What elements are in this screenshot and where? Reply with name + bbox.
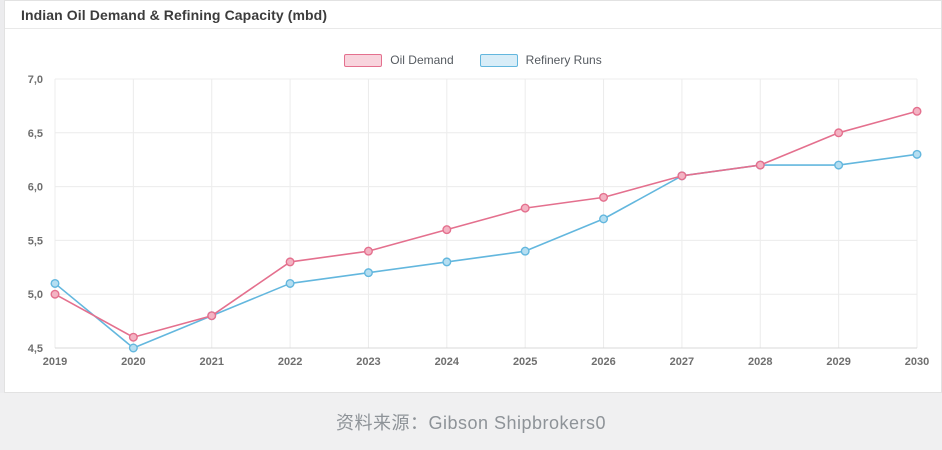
line-chart-svg: 4,5 5,0 5,5 6,0 6,5 7,0 2019 2020 2021 2022 2023 20… [28, 74, 930, 368]
data-point-marker [363, 268, 373, 278]
x-axis-tick-label: 2024 [435, 356, 460, 368]
legend-label-refinery-runs: Refinery Runs [525, 53, 602, 67]
y-axis-tick-label: 6,5 [28, 128, 43, 140]
legend-label-oil-demand: Oil Demand [390, 53, 454, 67]
y-axis-tick-label: 4,5 [28, 343, 43, 355]
x-axis-tick-label: 2029 [826, 356, 850, 368]
data-point-marker [128, 343, 138, 353]
data-point-marker [363, 246, 373, 256]
data-point-marker [677, 171, 687, 181]
data-point-marker [207, 311, 217, 321]
x-axis-tick-label: 2019 [43, 356, 67, 368]
data-point-marker [285, 257, 295, 267]
data-point-marker [285, 278, 295, 288]
data-point-marker [834, 128, 844, 138]
chart-card: Indian Oil Demand & Refining Capacity (m… [4, 0, 942, 393]
oil-demand-swatch-icon [344, 53, 383, 67]
data-point-marker [755, 160, 765, 170]
y-axis-tick-label: 5,0 [28, 289, 43, 301]
chart-legend: Oil Demand Refinery Runs [5, 53, 941, 67]
x-axis-tick-label: 2028 [748, 356, 772, 368]
data-point-marker [834, 160, 844, 170]
data-point-marker [50, 289, 60, 299]
data-point-marker [128, 332, 138, 342]
source-attribution: 资料来源：Gibson Shipbrokers0 [335, 412, 607, 433]
legend-item-oil-demand[interactable]: Oil Demand [344, 53, 454, 67]
x-axis-tick-label: 2025 [513, 356, 537, 368]
series-line-oil-demand [54, 110, 918, 339]
chart-body: Oil Demand Refinery Runs 4,5 5,0 5,5 6,0 6,5… [5, 29, 941, 392]
data-point-marker [520, 246, 530, 256]
y-axis-tick-label: 7,0 [28, 74, 43, 86]
x-axis-tick-label: 2026 [591, 356, 615, 368]
x-axis-tick-label: 2030 [905, 356, 929, 368]
data-point-marker [912, 149, 922, 159]
legend-item-refinery-runs[interactable]: Refinery Runs [479, 53, 602, 67]
data-point-marker [520, 203, 530, 213]
data-point-marker [599, 192, 609, 202]
chart-title: Indian Oil Demand & Refining Capacity (m… [21, 6, 328, 23]
x-axis-tick-label: 2021 [199, 356, 223, 368]
data-point-marker [442, 225, 452, 235]
refinery-runs-swatch-icon [479, 53, 518, 67]
data-point-marker [50, 278, 60, 288]
x-axis-tick-label: 2027 [670, 356, 694, 368]
x-axis-tick-label: 2023 [356, 356, 380, 368]
series-line-refinery-runs [54, 153, 918, 349]
data-point-marker [599, 214, 609, 224]
y-axis-tick-label: 5,5 [28, 235, 43, 247]
x-axis-tick-label: 2022 [278, 356, 302, 368]
footer-band: 资料来源：Gibson Shipbrokers0 [0, 393, 942, 450]
data-point-marker [442, 257, 452, 267]
data-point-marker [912, 106, 922, 116]
x-axis-tick-label: 2020 [121, 356, 145, 368]
y-axis-tick-label: 6,0 [28, 182, 43, 194]
chart-header: Indian Oil Demand & Refining Capacity (m… [5, 1, 941, 29]
